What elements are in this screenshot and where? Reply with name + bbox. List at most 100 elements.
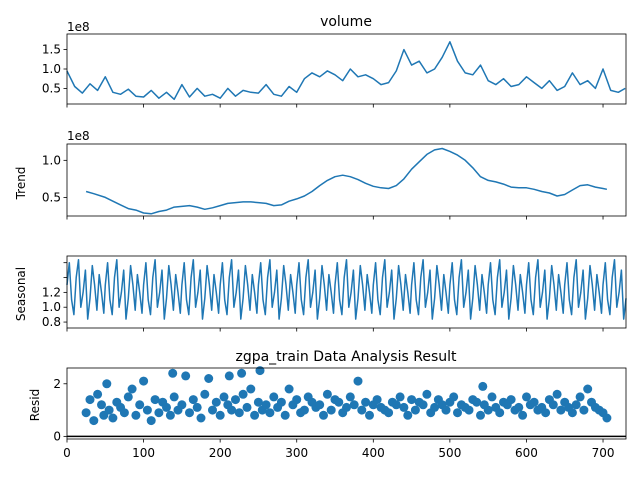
resid-point <box>319 410 328 420</box>
panel-resid: zgpa_train Data Analysis Result Resid 0 2… <box>28 349 627 460</box>
resid-point <box>430 402 440 412</box>
panel-volume: volume 1e8 0.5 1.0 1.5 <box>42 14 627 108</box>
y-tick-label: 0.8 <box>42 315 61 329</box>
resid-point <box>399 402 409 412</box>
resid-point <box>410 405 420 415</box>
resid-point <box>177 400 187 410</box>
resid-point <box>250 410 260 420</box>
resid-point <box>196 413 206 423</box>
resid-point <box>334 397 344 407</box>
resid-point <box>81 408 91 418</box>
x-tick-label: 500 <box>438 446 461 460</box>
resid-point <box>238 389 248 399</box>
resid-point <box>227 405 237 415</box>
resid-point <box>514 402 524 412</box>
resid-point <box>123 392 133 402</box>
resid-point <box>522 392 531 402</box>
resid-point <box>150 395 160 405</box>
axes-frame <box>66 33 627 105</box>
panel-title-volume: volume <box>320 14 372 30</box>
resid-point <box>142 405 152 415</box>
resid-point <box>146 416 156 426</box>
y-tick-label: 1.0 <box>42 300 61 314</box>
resid-point <box>407 395 417 405</box>
resid-point <box>135 400 145 410</box>
axes-frame <box>66 367 627 440</box>
resid-point <box>472 397 482 407</box>
resid-point <box>483 405 493 415</box>
resid-point <box>165 410 175 420</box>
y-tick-label: 2 <box>53 377 61 391</box>
resid-point <box>315 400 325 410</box>
resid-point <box>215 410 225 420</box>
resid-point <box>361 397 371 407</box>
resid-point <box>85 395 95 405</box>
y-axis-title-seasonal: Seasonal <box>14 267 28 321</box>
panel-seasonal: Seasonal 0.81.01.2 <box>14 255 627 332</box>
resid-point <box>181 371 191 381</box>
resid-point <box>372 395 382 405</box>
y-offset-label-trend: 1e8 <box>67 129 90 143</box>
resid-point <box>154 408 164 418</box>
resid-point <box>299 405 309 415</box>
resid-point <box>139 376 149 386</box>
x-tick-label: 100 <box>132 446 155 460</box>
resid-point <box>102 379 112 389</box>
resid-point <box>418 400 428 410</box>
resid-point <box>548 400 558 410</box>
resid-point <box>449 392 459 402</box>
resid-point <box>529 397 539 407</box>
resid-point <box>89 416 99 426</box>
resid-point <box>575 392 585 402</box>
resid-point <box>476 410 485 420</box>
resid-point <box>119 408 129 418</box>
resid-point <box>556 405 566 415</box>
resid-point <box>395 392 405 402</box>
resid-point <box>506 395 516 405</box>
resid-point <box>168 368 178 378</box>
series-line-1 <box>85 147 608 215</box>
figure-title: zgpa_train Data Analysis Result <box>235 349 457 365</box>
resid-point <box>192 402 202 412</box>
y-tick-label: 0.5 <box>42 81 61 95</box>
resid-point <box>579 405 589 415</box>
resid-point <box>384 408 394 418</box>
resid-point <box>231 395 240 405</box>
resid-point <box>224 371 234 381</box>
resid-point <box>211 397 221 407</box>
resid-point <box>495 408 505 418</box>
resid-point <box>131 410 141 420</box>
resid-point <box>353 376 363 386</box>
x-tick-label: 700 <box>592 446 615 460</box>
x-tick-label: 600 <box>515 446 538 460</box>
resid-point <box>345 392 355 402</box>
resid-point <box>441 405 451 415</box>
y-tick-label: 0 <box>53 429 61 443</box>
resid-point <box>255 366 265 376</box>
y-offset-label-volume: 1e8 <box>67 20 90 34</box>
y-tick-label: 1.0 <box>42 62 61 76</box>
resid-point <box>478 381 488 391</box>
resid-point <box>188 395 198 405</box>
resid-point <box>391 400 401 410</box>
x-tick-label: 400 <box>362 446 385 460</box>
resid-point <box>541 408 551 418</box>
y-tick-label: 1.5 <box>42 43 61 57</box>
resid-point <box>342 402 351 412</box>
resid-point <box>200 389 210 399</box>
axes-frame <box>66 143 627 217</box>
resid-point <box>93 389 103 399</box>
resid-point <box>292 395 302 405</box>
resid-point <box>583 384 593 394</box>
resid-point <box>162 402 171 412</box>
resid-point <box>219 392 229 402</box>
series-line-2 <box>66 258 627 320</box>
resid-point <box>453 408 462 418</box>
resid-point <box>571 400 581 410</box>
resid-point <box>365 410 374 420</box>
resid-point <box>127 384 137 394</box>
resid-point <box>422 389 432 399</box>
resid-point <box>246 384 256 394</box>
resid-point <box>322 389 332 399</box>
